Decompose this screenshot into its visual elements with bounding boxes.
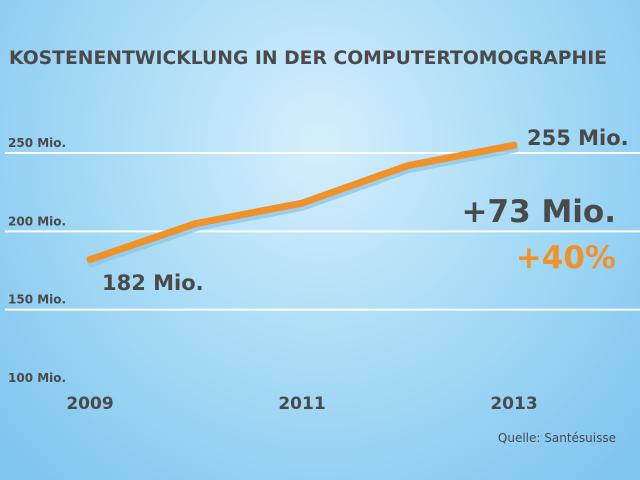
y-tick-label: 150 Mio. xyxy=(8,293,66,307)
end-value-label: 255 Mio. xyxy=(527,126,629,150)
start-value-label: 182 Mio. xyxy=(102,271,204,295)
increase-percent-label: +40% xyxy=(516,240,616,276)
x-tick-label: 2013 xyxy=(490,394,537,414)
x-tick-label: 2011 xyxy=(278,394,325,414)
chart-title: KOSTENENTWICKLUNG IN DER COMPUTERTOMOGRA… xyxy=(9,47,607,69)
source-label: Quelle: Santésuisse xyxy=(498,431,616,445)
series-line xyxy=(86,141,518,264)
increase-absolute-label: +73 Mio. xyxy=(462,194,616,230)
y-tick-label: 250 Mio. xyxy=(8,136,66,150)
grid-layer xyxy=(5,152,640,311)
y-tick-label: 200 Mio. xyxy=(8,214,66,228)
y-axis-labels: 250 Mio. 200 Mio. 150 Mio. 100 Mio. xyxy=(8,136,66,385)
x-axis-labels: 2009 2011 2013 xyxy=(66,394,537,414)
series-line-shadow xyxy=(87,145,519,268)
line-layer xyxy=(86,141,519,268)
y-tick-label: 100 Mio. xyxy=(8,371,66,385)
x-tick-label: 2009 xyxy=(66,394,113,414)
